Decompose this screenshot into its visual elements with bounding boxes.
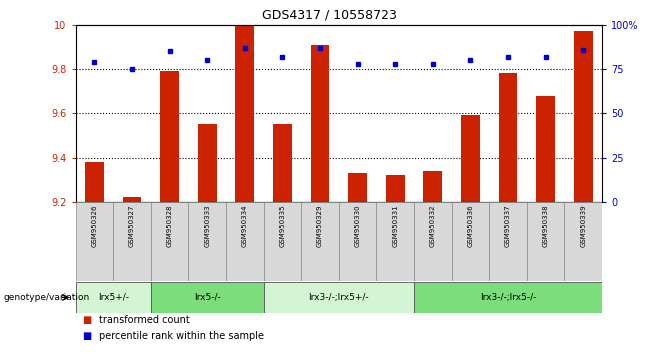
Text: GSM950336: GSM950336	[467, 204, 474, 247]
Bar	[499, 74, 517, 202]
Bar	[565, 202, 602, 281]
Text: GSM950329: GSM950329	[317, 204, 323, 247]
Text: GSM950327: GSM950327	[129, 204, 135, 247]
Text: GSM950338: GSM950338	[543, 204, 549, 247]
Bar	[424, 171, 442, 202]
Bar	[161, 71, 179, 202]
Bar	[490, 202, 527, 281]
Bar	[76, 202, 113, 281]
Text: GSM950332: GSM950332	[430, 204, 436, 247]
Text: lrx3-/-;lrx5+/-: lrx3-/-;lrx5+/-	[309, 293, 369, 302]
Bar	[461, 115, 480, 202]
Text: lrx3-/-;lrx5-/-: lrx3-/-;lrx5-/-	[480, 293, 536, 302]
Text: GSM950334: GSM950334	[242, 204, 248, 247]
Text: GSM950333: GSM950333	[204, 204, 211, 247]
Text: GSM950330: GSM950330	[355, 204, 361, 247]
Bar	[151, 202, 188, 281]
Text: GSM950335: GSM950335	[280, 204, 286, 247]
Text: GSM950331: GSM950331	[392, 204, 398, 247]
Text: GSM950337: GSM950337	[505, 204, 511, 247]
Bar	[198, 124, 216, 202]
Bar	[226, 202, 264, 281]
Bar	[264, 282, 414, 313]
Text: GSM950328: GSM950328	[166, 204, 172, 247]
Bar	[348, 173, 367, 202]
Bar	[122, 197, 141, 202]
Bar	[386, 175, 405, 202]
Bar	[414, 282, 602, 313]
Bar	[273, 124, 292, 202]
Text: genotype/variation: genotype/variation	[3, 293, 89, 302]
Bar	[414, 202, 451, 281]
Text: GSM950326: GSM950326	[91, 204, 97, 247]
Text: lrx5-/-: lrx5-/-	[194, 293, 220, 302]
Bar	[264, 202, 301, 281]
Text: lrx5+/-: lrx5+/-	[98, 293, 129, 302]
Bar	[376, 202, 414, 281]
Bar	[311, 45, 330, 202]
Bar	[76, 282, 151, 313]
Bar	[151, 282, 264, 313]
Text: transformed count: transformed count	[99, 315, 190, 325]
Bar	[339, 202, 376, 281]
Bar	[451, 202, 490, 281]
Bar	[527, 202, 565, 281]
Bar	[301, 202, 339, 281]
Text: ■: ■	[82, 331, 91, 341]
Bar	[536, 96, 555, 202]
Text: GSM950339: GSM950339	[580, 204, 586, 247]
Bar	[188, 202, 226, 281]
Text: ■: ■	[82, 315, 91, 325]
Bar	[236, 25, 254, 202]
Text: percentile rank within the sample: percentile rank within the sample	[99, 331, 264, 341]
Bar	[113, 202, 151, 281]
Bar	[574, 32, 593, 202]
Text: GDS4317 / 10558723: GDS4317 / 10558723	[262, 9, 396, 22]
Bar	[85, 162, 104, 202]
